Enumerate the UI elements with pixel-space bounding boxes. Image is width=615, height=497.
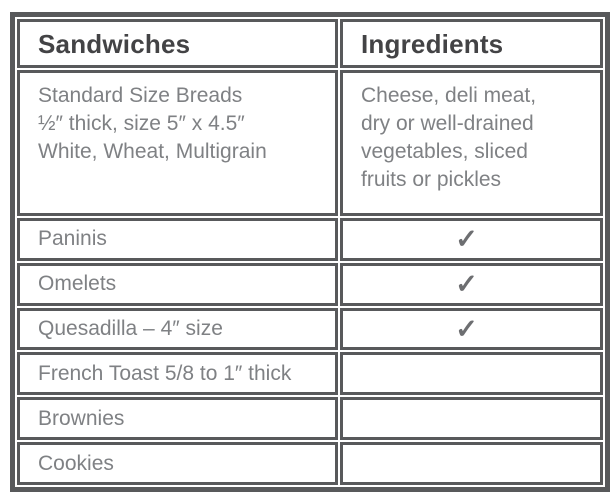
item-label: Quesadilla – 4″ size (38, 317, 223, 341)
bread-spec-text: Standard Size Breads ½″ thick, size 5″ x… (38, 84, 267, 163)
check-icon: ✓ (455, 268, 478, 299)
item-label-cell-omelets: Omelets (17, 262, 338, 306)
check-cell-omelets: ✓ (340, 262, 603, 306)
item-label-cell-paninis: Paninis (17, 218, 338, 261)
item-label: French Toast 5/8 to 1″ thick (38, 361, 292, 385)
sandwiches-header-label: Sandwiches (38, 28, 191, 59)
item-label: Paninis (38, 227, 107, 251)
check-cell-brownies (340, 397, 603, 441)
check-cell-cookies (340, 442, 603, 485)
sandwich-ingredients-table: Sandwiches Ingredients Standard Size Bre… (10, 12, 610, 492)
ingredients-list-cell: Cheese, deli meat, dry or well-drained v… (340, 70, 603, 216)
header-cell-sandwiches: Sandwiches (17, 19, 338, 68)
item-label-cell-brownies: Brownies (17, 397, 338, 441)
item-label: Cookies (38, 451, 114, 475)
item-label: Brownies (38, 406, 125, 430)
ingredients-header-label: Ingredients (361, 28, 504, 59)
check-cell-french-toast (340, 352, 603, 396)
check-icon: ✓ (455, 313, 478, 344)
header-cell-ingredients: Ingredients (340, 19, 603, 68)
item-label-cell-cookies: Cookies (17, 442, 338, 485)
bread-spec-cell: Standard Size Breads ½″ thick, size 5″ x… (17, 70, 338, 216)
item-label-cell-french-toast: French Toast 5/8 to 1″ thick (17, 352, 338, 396)
check-icon: ✓ (455, 223, 478, 254)
item-label: Omelets (38, 272, 117, 296)
check-cell-paninis: ✓ (340, 218, 603, 261)
ingredients-list-text: Cheese, deli meat, dry or well-drained v… (361, 84, 537, 191)
item-label-cell-quesadilla: Quesadilla – 4″ size (17, 307, 338, 351)
check-cell-quesadilla: ✓ (340, 307, 603, 351)
